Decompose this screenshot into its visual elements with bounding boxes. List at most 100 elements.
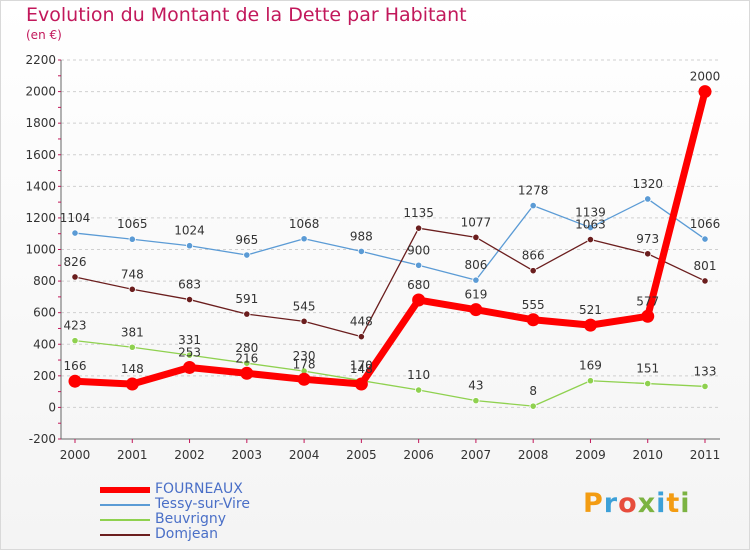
logo-letter: r: [603, 488, 619, 519]
data-point: [183, 360, 197, 374]
y-tick-label: -200: [29, 432, 56, 446]
data-point: [243, 310, 251, 318]
data-label: 216: [235, 351, 258, 365]
data-label: 988: [350, 229, 373, 243]
data-point: [472, 233, 480, 241]
data-point: [415, 386, 423, 394]
data-point: [529, 267, 537, 275]
data-label: 619: [464, 288, 487, 302]
data-label: 577: [636, 294, 659, 308]
y-tick-label: 600: [33, 306, 56, 320]
data-label: 748: [121, 267, 144, 281]
data-label: 521: [579, 303, 602, 317]
data-label: 806: [464, 258, 487, 272]
x-tick-label: 2006: [403, 448, 434, 462]
data-point: [243, 359, 251, 367]
chart-subtitle: (en €): [26, 28, 62, 42]
data-labels: 423 381 331 280 230 170 110 43 8 169 151 133: [64, 319, 717, 399]
legend-label: Tessy-sur-Vire: [155, 496, 250, 512]
data-point: [185, 295, 194, 304]
data-point: [701, 382, 709, 391]
data-label: 1320: [632, 177, 663, 191]
data-point: [300, 235, 308, 243]
data-label: 148: [121, 362, 144, 376]
data-label: 1024: [174, 224, 205, 238]
data-label: 381: [121, 325, 144, 339]
y-tick-label: 1800: [25, 116, 56, 130]
data-label: 169: [579, 359, 602, 373]
logo-letter: i: [656, 488, 667, 519]
data-point: [644, 195, 652, 203]
series-domjean: [71, 224, 709, 341]
data-point: [125, 377, 139, 391]
data-point: [185, 242, 194, 250]
data-label: 43: [468, 379, 483, 393]
data-point: [128, 285, 136, 293]
data-point: [701, 277, 709, 285]
legend-item: Tessy-sur-Vire: [100, 496, 300, 513]
data-point: [586, 377, 595, 385]
y-tick-label: 1000: [25, 243, 56, 257]
y-tick-label: 200: [33, 369, 56, 383]
logo-letter: o: [618, 488, 638, 519]
data-label: 133: [694, 364, 717, 378]
data-point: [243, 251, 251, 259]
data-label: 1068: [289, 217, 320, 231]
data-point: [472, 276, 480, 284]
data-point: [128, 343, 136, 351]
x-tick-label: 2008: [518, 448, 549, 462]
data-label: 110: [407, 368, 430, 382]
y-tick-label: 2000: [25, 85, 56, 99]
data-point: [297, 372, 311, 386]
data-label: 178: [293, 357, 316, 371]
data-label: 1077: [461, 215, 492, 229]
data-point: [469, 303, 483, 317]
series-line: [74, 339, 706, 407]
data-point: [644, 379, 652, 388]
data-label: 1278: [518, 184, 549, 198]
data-label: 331: [178, 333, 201, 347]
proxiti-logo[interactable]: Proxiti: [583, 488, 691, 519]
data-label: 1135: [403, 206, 434, 220]
data-point: [412, 293, 426, 307]
y-tick-label: 400: [33, 337, 56, 351]
data-label: 1065: [117, 217, 148, 231]
data-label: 148: [350, 362, 373, 376]
data-point: [526, 313, 540, 327]
chart-title: Evolution du Montant de la Dette par Hab…: [26, 4, 467, 26]
data-label: 280: [235, 341, 258, 355]
y-tick-label: 0: [48, 400, 56, 414]
y-tick-label: 1600: [25, 148, 56, 162]
y-tick-label: 1200: [25, 211, 56, 225]
data-label: 826: [64, 255, 87, 269]
data-point: [354, 377, 368, 391]
data-point: [71, 337, 79, 345]
data-label: 591: [235, 292, 258, 306]
data-label: 900: [407, 243, 430, 257]
x-tick-label: 2011: [690, 448, 721, 462]
data-point: [641, 309, 655, 323]
legend-swatch: [100, 487, 150, 493]
data-label: 166: [64, 359, 87, 373]
data-label: 801: [694, 259, 717, 273]
x-tick-label: 2005: [346, 448, 377, 462]
data-label: 170: [350, 359, 373, 373]
legend-label: Beuvrigny: [155, 511, 227, 527]
data-label: 8: [529, 384, 537, 398]
data-point: [128, 235, 136, 243]
x-tick-label: 2003: [232, 448, 263, 462]
x-tick-label: 2001: [117, 448, 148, 462]
data-point: [701, 235, 709, 243]
series-tessy-sur-vire: [71, 195, 709, 284]
x-tick-label: 2002: [174, 448, 205, 462]
data-point: [357, 333, 365, 341]
data-point: [240, 366, 254, 380]
series-line: [74, 198, 706, 281]
data-label: 965: [235, 233, 258, 247]
x-tick-label: 2009: [575, 448, 606, 462]
data-label: 1139: [575, 206, 606, 220]
data-label: 423: [64, 319, 87, 333]
legend-item: Domjean: [100, 526, 300, 543]
data-point: [415, 261, 423, 269]
